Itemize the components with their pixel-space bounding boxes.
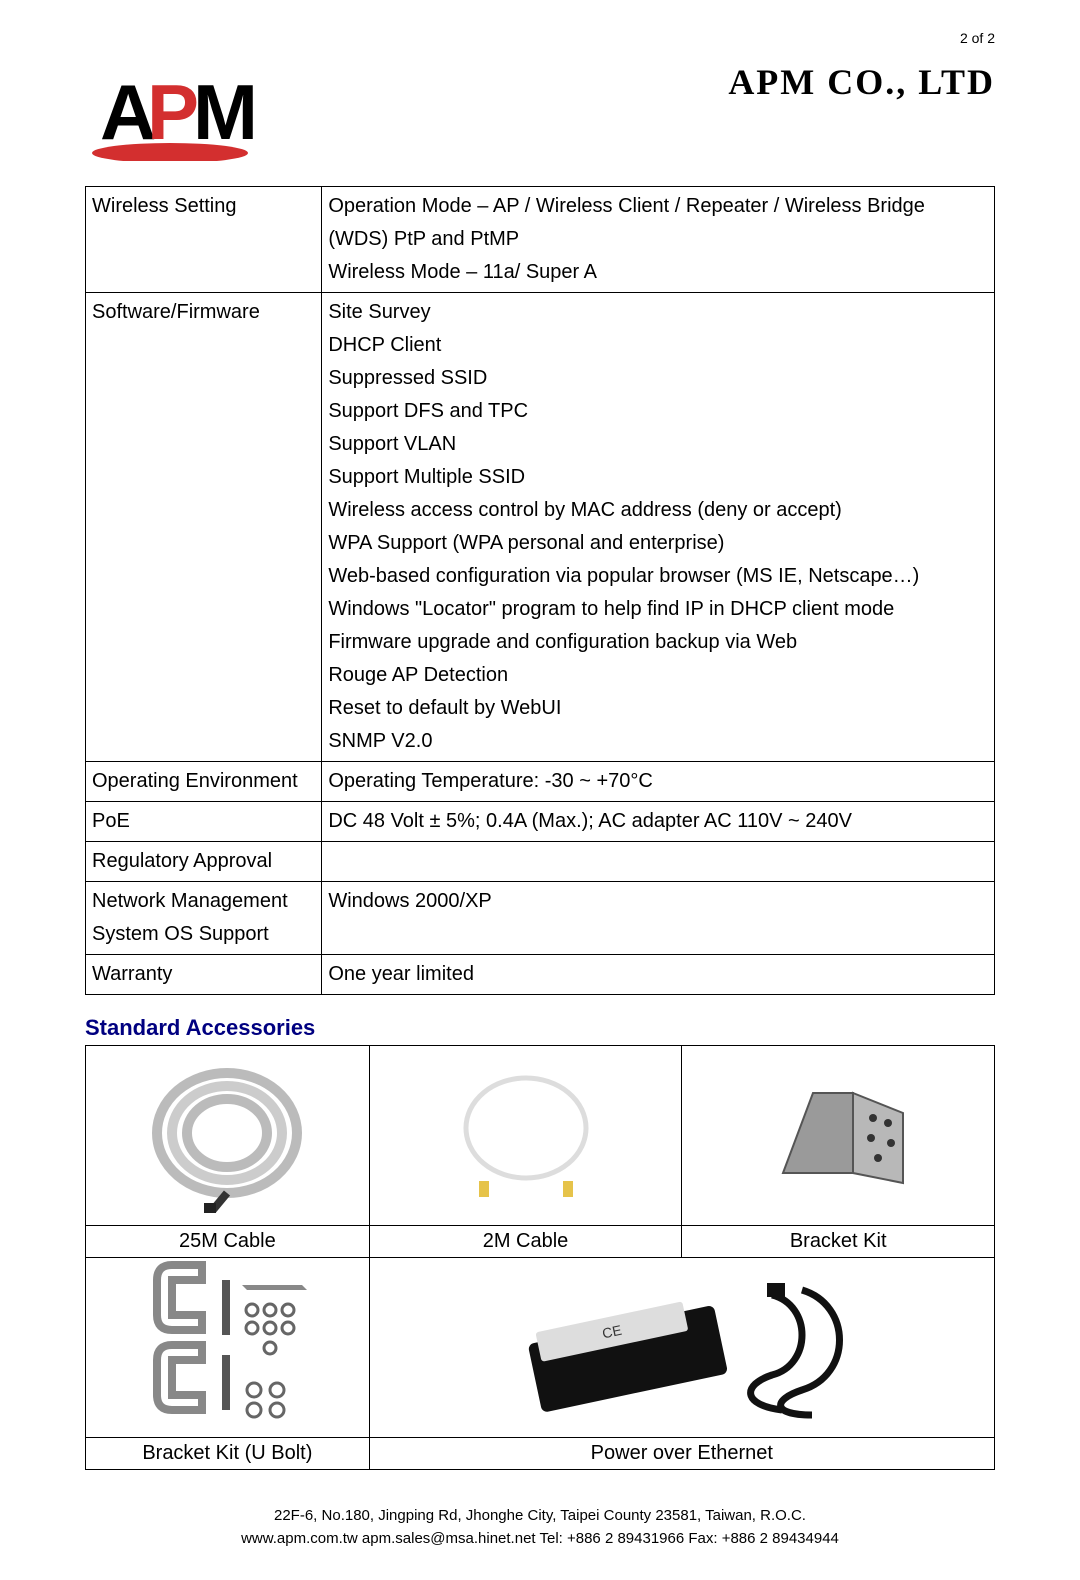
accessory-image: CE xyxy=(369,1258,994,1438)
spec-value: Windows 2000/XP xyxy=(322,882,995,955)
accessory-caption: Bracket Kit (U Bolt) xyxy=(86,1438,370,1470)
footer-contact: www.apm.com.tw apm.sales@msa.hinet.net T… xyxy=(85,1528,995,1551)
spec-label: Regulatory Approval xyxy=(86,842,322,882)
accessory-caption: 25M Cable xyxy=(86,1226,370,1258)
accessory-caption: Power over Ethernet xyxy=(369,1438,994,1470)
spec-value: Operation Mode – AP / Wireless Client / … xyxy=(322,187,995,293)
spec-table: Wireless SettingOperation Mode – AP / Wi… xyxy=(85,186,995,995)
accessory-image xyxy=(86,1258,370,1438)
accessories-table: 25M Cable2M CableBracket Kit CE Bracket … xyxy=(85,1045,995,1470)
spec-value: Site SurveyDHCP ClientSuppressed SSIDSup… xyxy=(322,293,995,762)
svg-text:M: M xyxy=(193,68,255,156)
accessory-image xyxy=(682,1046,995,1226)
spec-label: Software/Firmware xyxy=(86,293,322,762)
spec-value: Operating Temperature: -30 ~ +70°C xyxy=(322,762,995,802)
spec-value: DC 48 Volt ± 5%; 0.4A (Max.); AC adapter… xyxy=(322,802,995,842)
accessory-image xyxy=(369,1046,682,1226)
accessory-caption: 2M Cable xyxy=(369,1226,682,1258)
spec-label: Network Management System OS Support xyxy=(86,882,322,955)
svg-text:P: P xyxy=(147,68,199,156)
spec-value: One year limited xyxy=(322,955,995,995)
spec-label: Operating Environment xyxy=(86,762,322,802)
accessories-heading: Standard Accessories xyxy=(85,1015,995,1041)
spec-label: PoE xyxy=(86,802,322,842)
page-number: 2 of 2 xyxy=(85,30,995,46)
spec-label: Wireless Setting xyxy=(86,187,322,293)
spec-label: Warranty xyxy=(86,955,322,995)
spec-value xyxy=(322,842,995,882)
accessory-image xyxy=(86,1046,370,1226)
header: A P M APM CO., LTD xyxy=(85,61,995,161)
accessory-caption: Bracket Kit xyxy=(682,1226,995,1258)
company-name: APM CO., LTD xyxy=(728,61,995,103)
footer: 22F-6, No.180, Jingping Rd, Jhonghe City… xyxy=(85,1505,995,1550)
company-logo: A P M xyxy=(85,61,255,161)
footer-address: 22F-6, No.180, Jingping Rd, Jhonghe City… xyxy=(85,1505,995,1528)
